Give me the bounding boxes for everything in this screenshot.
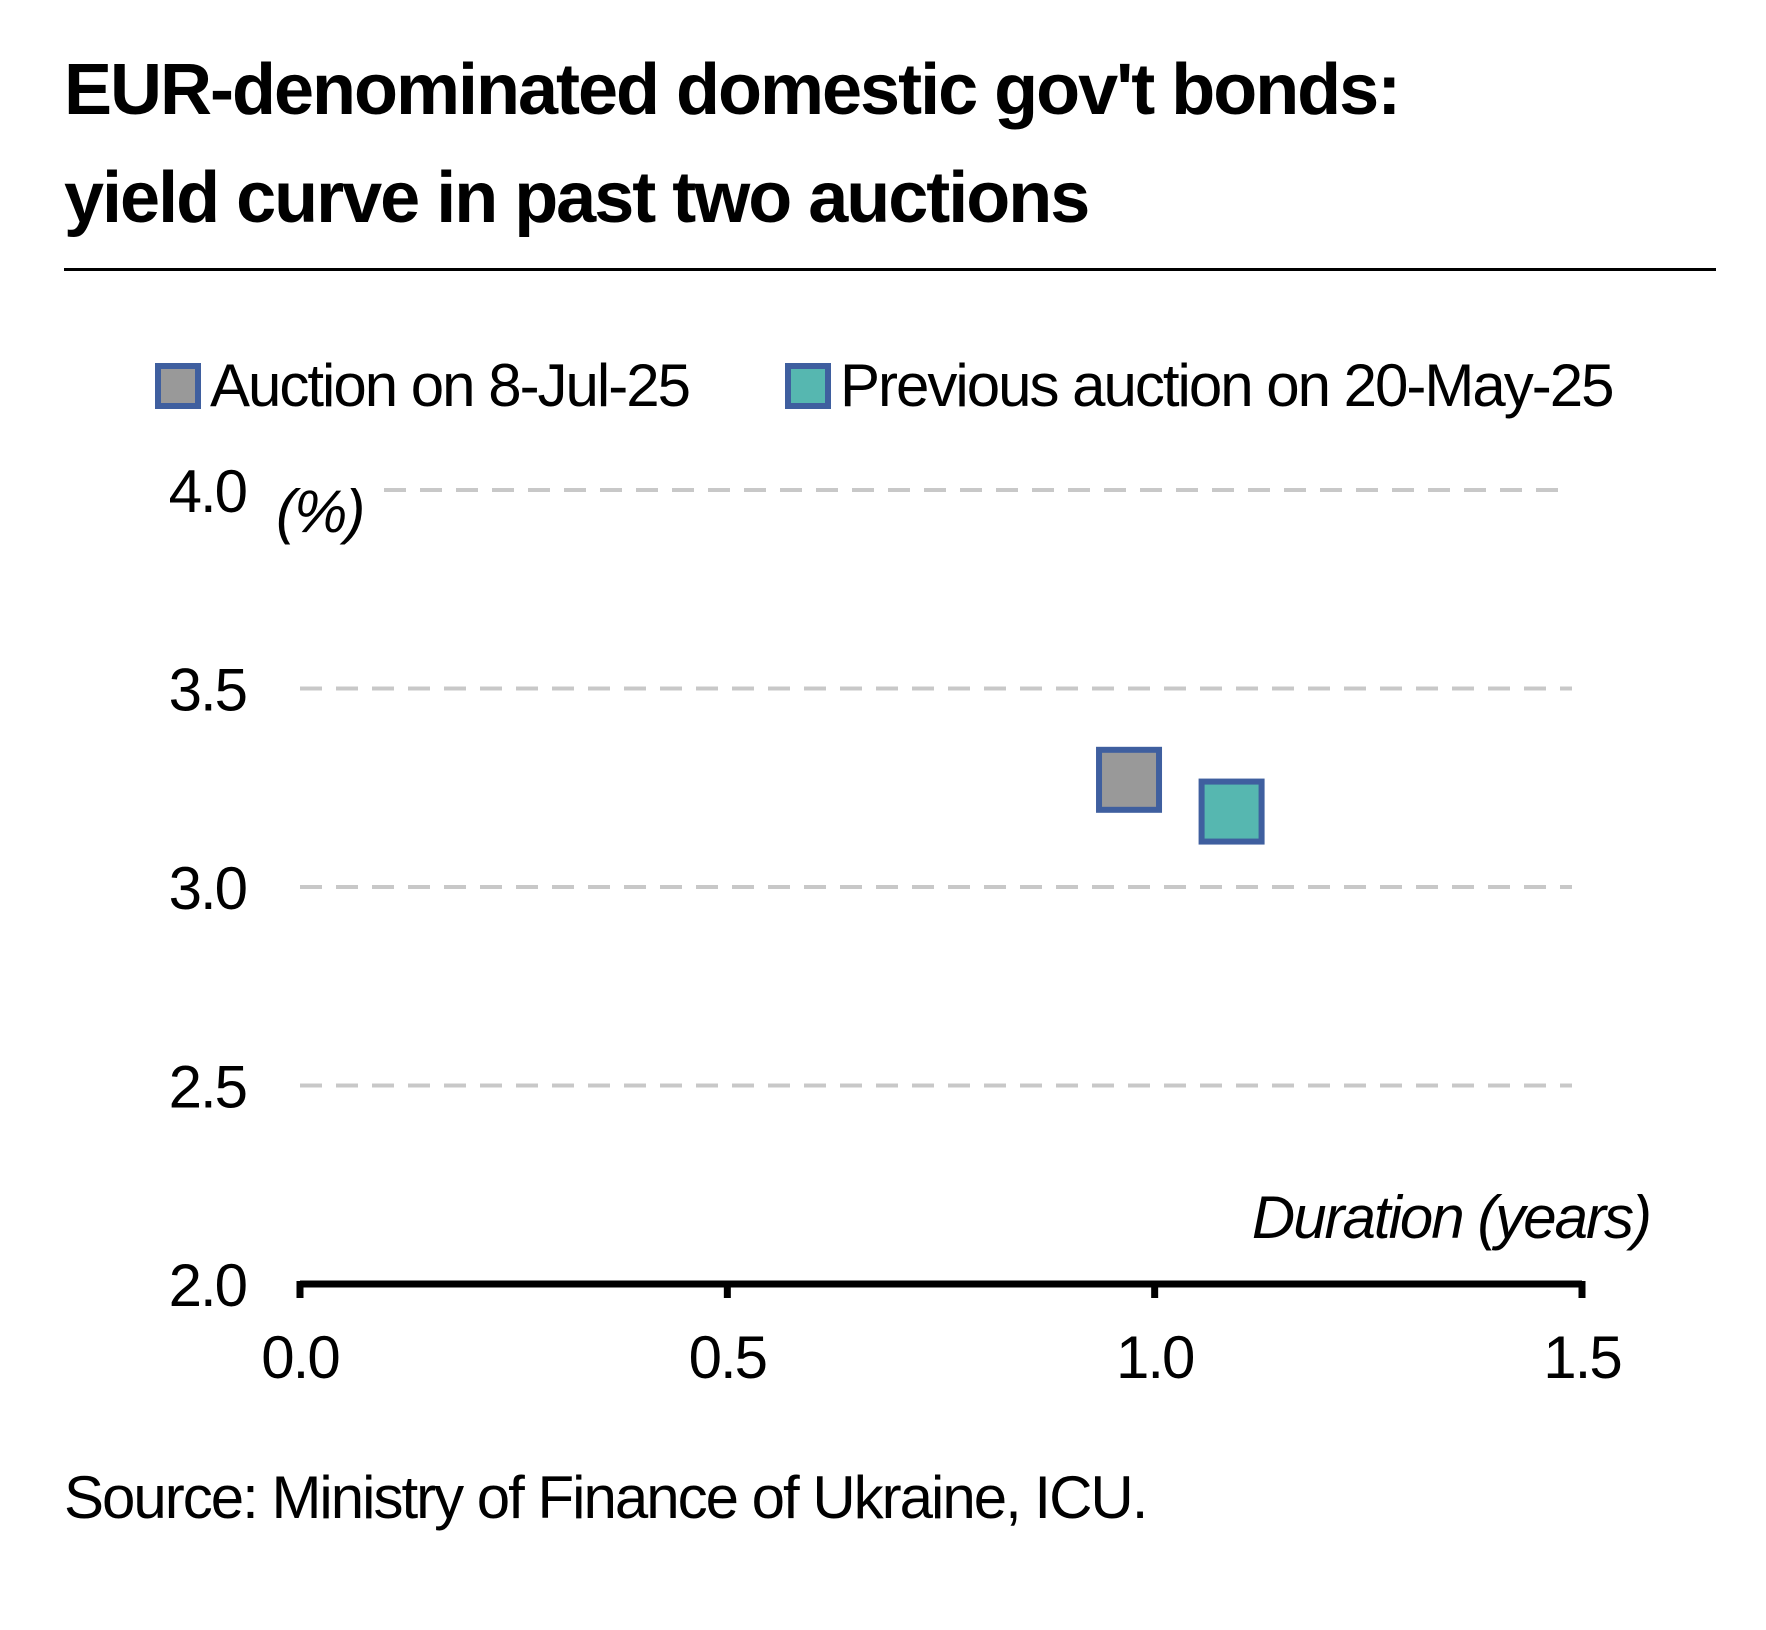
gridlines — [300, 488, 1572, 1088]
data-point-series-1-0 — [1198, 778, 1265, 845]
x-tick-label-1: 0.5 — [689, 1324, 766, 1391]
legend-label-1: Previous auction on 20-May-25 — [840, 352, 1612, 419]
chart-title-line-1: EUR-denominated domestic gov't bonds: — [64, 50, 1401, 130]
y-axis-label: (%) — [276, 478, 363, 545]
legend-swatch-1 — [785, 363, 831, 409]
y-tick-label-0: 2.0 — [169, 1252, 247, 1319]
data-point-series-0-0 — [1096, 746, 1163, 813]
y-tick-label-2: 3.0 — [169, 855, 247, 922]
x-tick-label-0: 0.0 — [261, 1324, 339, 1391]
legend-label-0: Auction on 8-Jul-25 — [210, 352, 689, 419]
y-tick-label-4: 4.0 — [169, 458, 247, 525]
x-tick-label-2: 1.0 — [1116, 1324, 1194, 1391]
source-note: Source: Ministry of Finance of Ukraine, … — [64, 1464, 1148, 1531]
x-axis: 0.0 0.5 1.0 1.5 — [261, 1280, 1623, 1391]
legend-swatch-0 — [155, 363, 201, 409]
chart-title: EUR-denominated domestic gov't bonds: yi… — [64, 36, 1704, 252]
chart-title-line-2: yield curve in past two auctions — [64, 158, 1090, 238]
y-tick-label-1: 2.5 — [169, 1054, 246, 1121]
y-tick-label-3: 3.5 — [169, 657, 246, 724]
title-divider — [64, 268, 1716, 271]
legend: Auction on 8-Jul-25 Previous auction on 2… — [155, 352, 1614, 419]
y-axis-ticks: 2.0 2.5 3.0 3.5 4.0 — [169, 458, 249, 1319]
x-tick-label-3: 1.5 — [1543, 1324, 1620, 1391]
x-axis-label: Duration (years) — [1252, 1184, 1650, 1251]
data-points — [1096, 746, 1265, 845]
